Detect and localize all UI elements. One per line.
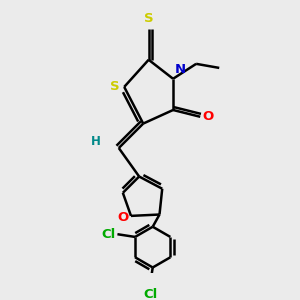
Text: Cl: Cl xyxy=(101,228,115,241)
Text: N: N xyxy=(174,63,186,76)
Text: S: S xyxy=(110,80,119,93)
Text: O: O xyxy=(202,110,214,123)
Text: O: O xyxy=(117,211,128,224)
Text: S: S xyxy=(144,12,154,25)
Text: H: H xyxy=(91,135,101,148)
Text: Cl: Cl xyxy=(143,288,157,300)
